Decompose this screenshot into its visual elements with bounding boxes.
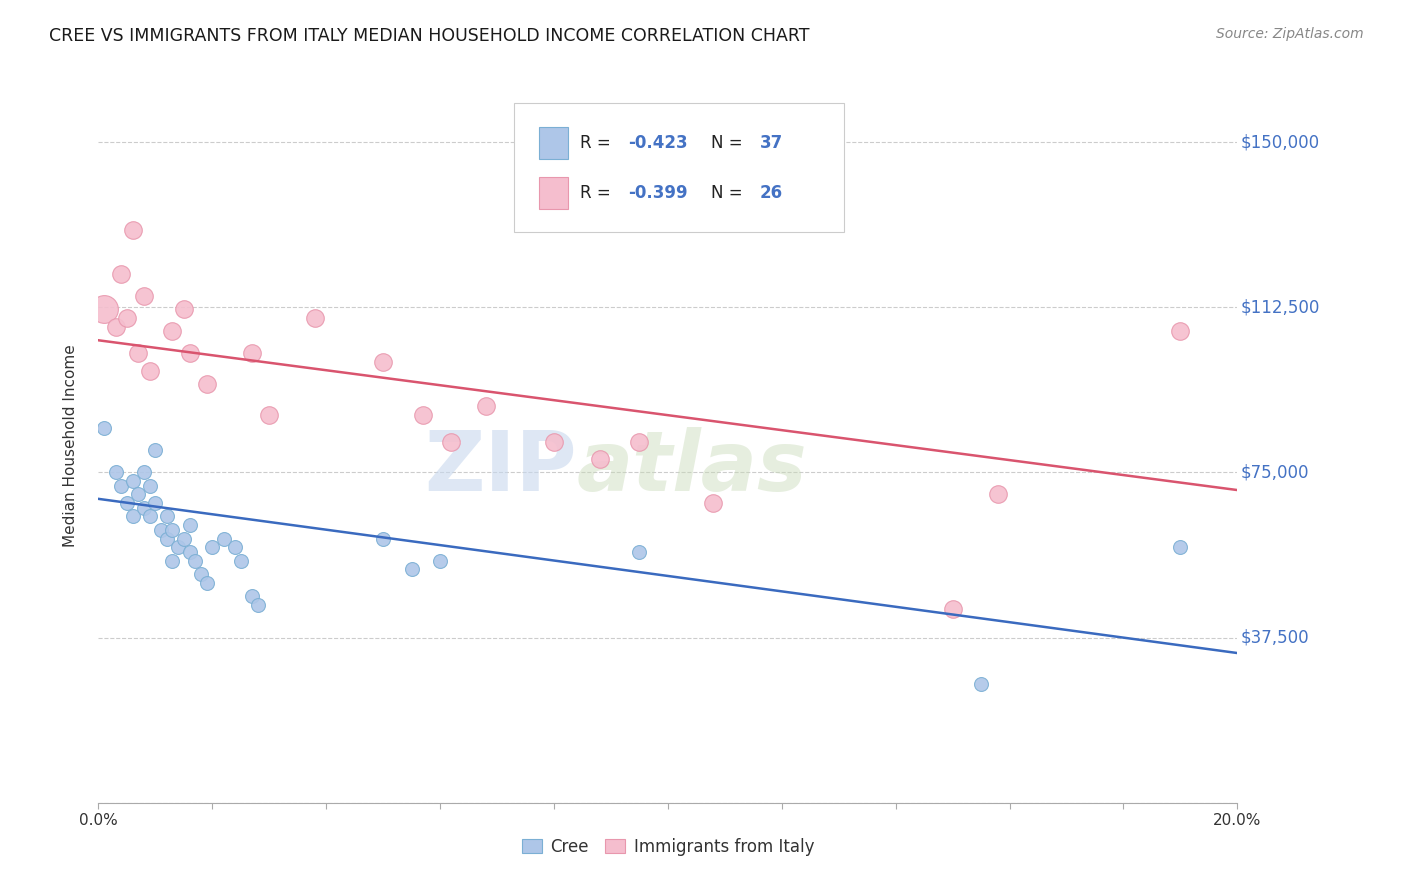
Point [702,496,724,510]
Point [942,602,965,616]
Point [138,509,160,524]
Point [162,325,184,339]
Point [628,545,651,559]
Point [588,452,610,467]
Point [474,400,496,414]
Point [212,532,235,546]
FancyBboxPatch shape [538,127,568,159]
Point [93,302,115,317]
Point [440,434,463,449]
Point [110,478,132,492]
FancyBboxPatch shape [538,177,568,209]
Point [246,598,269,612]
Point [429,553,451,567]
Point [132,466,155,480]
Y-axis label: Median Household Income: Median Household Income [63,344,77,548]
Point [259,408,281,422]
Point [93,421,115,435]
Point [373,532,395,546]
Point [156,509,179,524]
Point [195,377,218,392]
Text: 26: 26 [761,184,783,202]
Point [987,487,1010,501]
Text: $75,000: $75,000 [1240,464,1309,482]
Text: R =: R = [581,134,616,152]
Point [162,553,184,567]
Point [127,346,149,360]
Text: $112,500: $112,500 [1240,298,1320,317]
Point [145,443,167,458]
Point [173,532,195,546]
Point [304,311,326,326]
Text: Source: ZipAtlas.com: Source: ZipAtlas.com [1216,27,1364,41]
Text: -0.423: -0.423 [628,134,688,152]
Point [1170,325,1192,339]
Point [179,518,201,533]
Point [373,355,395,369]
Legend: Cree, Immigrants from Italy: Cree, Immigrants from Italy [515,831,821,863]
Point [970,677,993,691]
Point [132,289,155,303]
Point [132,500,155,515]
Text: ZIP: ZIP [425,427,576,508]
Point [628,434,651,449]
Point [145,496,167,510]
Point [195,575,218,590]
Text: -0.399: -0.399 [628,184,688,202]
Point [167,541,190,555]
Point [127,487,149,501]
Point [150,523,173,537]
Text: N =: N = [711,184,748,202]
Point [240,589,263,603]
Point [1170,541,1192,555]
Point [121,223,143,237]
Text: 37: 37 [761,134,783,152]
Point [184,553,207,567]
Text: $37,500: $37,500 [1240,629,1309,647]
FancyBboxPatch shape [515,103,845,232]
Text: N =: N = [711,134,748,152]
Point [240,346,263,360]
Point [543,434,565,449]
Point [173,302,195,317]
Point [201,541,224,555]
Text: CREE VS IMMIGRANTS FROM ITALY MEDIAN HOUSEHOLD INCOME CORRELATION CHART: CREE VS IMMIGRANTS FROM ITALY MEDIAN HOU… [49,27,810,45]
Point [179,545,201,559]
Point [115,311,138,326]
Point [138,478,160,492]
Text: $150,000: $150,000 [1240,133,1320,151]
Text: atlas: atlas [576,427,807,508]
Point [229,553,252,567]
Text: R =: R = [581,184,616,202]
Point [401,562,423,576]
Point [121,475,143,489]
Point [104,320,127,334]
Point [190,566,212,581]
Point [156,532,179,546]
Point [162,523,184,537]
Point [121,509,143,524]
Point [224,541,246,555]
Point [138,364,160,378]
Point [115,496,138,510]
Point [110,267,132,281]
Point [412,408,434,422]
Point [179,346,201,360]
Point [104,466,127,480]
